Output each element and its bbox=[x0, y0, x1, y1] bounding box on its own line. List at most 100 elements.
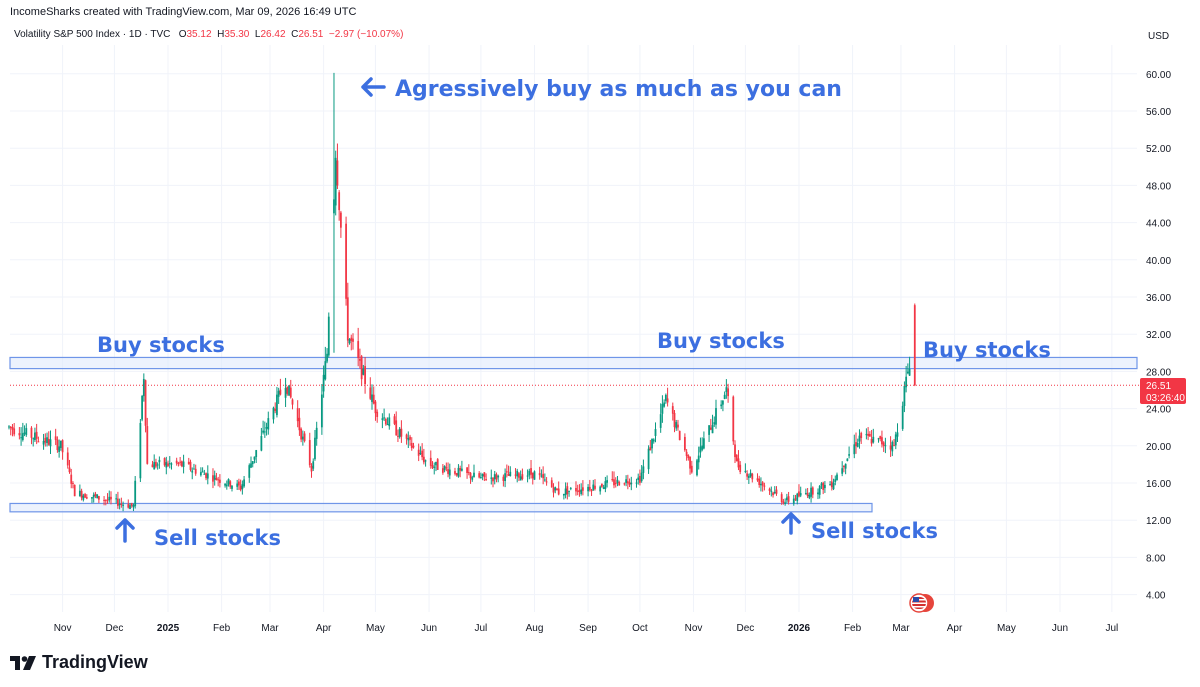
candle-body bbox=[11, 427, 14, 430]
candle-body bbox=[818, 485, 821, 495]
candle-body bbox=[868, 433, 871, 437]
candle-body bbox=[68, 467, 71, 473]
time-axis[interactable]: Nov Dec 2025 Feb Mar Apr May Jun Jul Aug Sep Oct Nov… bbox=[54, 623, 1119, 634]
candle-body bbox=[85, 497, 88, 499]
candle-body bbox=[371, 394, 373, 402]
candle-body bbox=[471, 477, 474, 480]
candle-body bbox=[856, 442, 859, 447]
candle-body bbox=[78, 490, 81, 496]
candle-body bbox=[637, 477, 640, 480]
candle-body bbox=[666, 398, 669, 403]
candle-body bbox=[687, 455, 690, 459]
candle-body bbox=[284, 388, 287, 398]
candle-body bbox=[315, 427, 318, 439]
candle-body bbox=[142, 378, 145, 397]
candle-body bbox=[276, 394, 278, 416]
candle-body bbox=[72, 482, 74, 484]
price-axis[interactable]: 60.00 56.00 52.00 48.00 44.00 40.00 36.00 32.00… bbox=[1146, 70, 1171, 602]
candle-body bbox=[156, 464, 159, 466]
candle-body bbox=[481, 474, 484, 477]
candle-body bbox=[47, 438, 50, 445]
candle-body bbox=[381, 418, 384, 420]
candle-body bbox=[562, 493, 565, 496]
candle-body bbox=[891, 442, 894, 452]
candle-body bbox=[751, 473, 754, 480]
tradingview-logo[interactable]: TradingView bbox=[10, 652, 148, 673]
candle-body bbox=[599, 486, 602, 492]
candle-body bbox=[25, 428, 28, 435]
candle-body bbox=[327, 316, 330, 356]
candle-body bbox=[398, 428, 401, 438]
y-tick-label: 60.00 bbox=[1146, 70, 1171, 81]
candle-body bbox=[677, 424, 679, 428]
candle-body bbox=[628, 482, 631, 485]
candle-body bbox=[495, 474, 498, 480]
x-tick-label: Oct bbox=[632, 623, 648, 634]
us-flag-icon[interactable] bbox=[909, 593, 934, 613]
candle-body bbox=[848, 454, 850, 456]
candle-body bbox=[34, 432, 36, 441]
candle-body bbox=[893, 445, 895, 447]
y-tick-label: 44.00 bbox=[1146, 219, 1171, 230]
candle-body bbox=[739, 464, 742, 472]
x-tick-label: Jul bbox=[475, 623, 488, 634]
candle-body bbox=[823, 484, 826, 489]
candle-body bbox=[613, 479, 615, 486]
candle-body bbox=[158, 459, 161, 463]
candle-body bbox=[409, 436, 411, 440]
annotation-sell-right: Sell stocks bbox=[781, 512, 938, 543]
candle-body bbox=[540, 475, 543, 477]
candle-body bbox=[690, 465, 693, 473]
candle-body bbox=[820, 483, 823, 486]
candle-body bbox=[91, 497, 93, 499]
candle-body bbox=[272, 407, 275, 420]
candle-body bbox=[651, 438, 653, 449]
candle-body bbox=[146, 426, 149, 464]
candle-body bbox=[756, 478, 759, 481]
candle-body bbox=[516, 470, 519, 477]
sell-zone-rect[interactable] bbox=[9, 502, 873, 513]
annotation-buy-right: Buy stocks bbox=[923, 338, 1051, 362]
candle-body bbox=[810, 487, 812, 497]
candle-body bbox=[251, 461, 254, 465]
candle-body bbox=[725, 387, 728, 392]
candle-body bbox=[144, 380, 147, 426]
candle-body bbox=[322, 374, 325, 392]
candle-body bbox=[647, 448, 650, 470]
candle-body bbox=[602, 487, 605, 489]
candle-body bbox=[369, 387, 372, 399]
candle-body bbox=[108, 496, 111, 501]
candle-body bbox=[654, 429, 657, 436]
candle-body bbox=[298, 417, 301, 431]
price-chart[interactable]: 60.00 56.00 52.00 48.00 44.00 40.00 36.00 32.00… bbox=[0, 0, 1200, 640]
candle-body bbox=[132, 505, 135, 508]
candle-body bbox=[333, 199, 335, 214]
candle-body bbox=[569, 488, 572, 490]
y-tick-label: 56.00 bbox=[1146, 107, 1171, 118]
candle-body bbox=[110, 496, 112, 500]
candle-body bbox=[785, 497, 788, 501]
candle-body bbox=[711, 425, 714, 434]
candle-body bbox=[492, 477, 494, 482]
candle-body bbox=[884, 445, 887, 447]
candle-body bbox=[412, 445, 415, 448]
y-tick-label: 24.00 bbox=[1146, 405, 1171, 416]
candle-body bbox=[386, 424, 389, 426]
candle-body bbox=[652, 439, 655, 442]
candle-body bbox=[581, 487, 584, 491]
candle-body bbox=[357, 341, 360, 359]
buy-zone-rect[interactable] bbox=[9, 356, 1138, 370]
y-tick-label: 36.00 bbox=[1146, 293, 1171, 304]
candle-body bbox=[746, 473, 749, 477]
candle-body bbox=[191, 470, 194, 473]
candle-body bbox=[770, 490, 773, 492]
candle-body bbox=[678, 430, 681, 441]
symbol-name[interactable]: Volatility S&P 500 Index · 1D · TVC bbox=[14, 29, 171, 40]
candle-body bbox=[843, 465, 845, 468]
candle-body bbox=[708, 425, 710, 435]
candle-body bbox=[467, 471, 470, 474]
candle-body bbox=[59, 440, 62, 448]
candle-body bbox=[260, 435, 263, 451]
candle-body bbox=[744, 470, 747, 472]
candle-body bbox=[267, 418, 270, 430]
